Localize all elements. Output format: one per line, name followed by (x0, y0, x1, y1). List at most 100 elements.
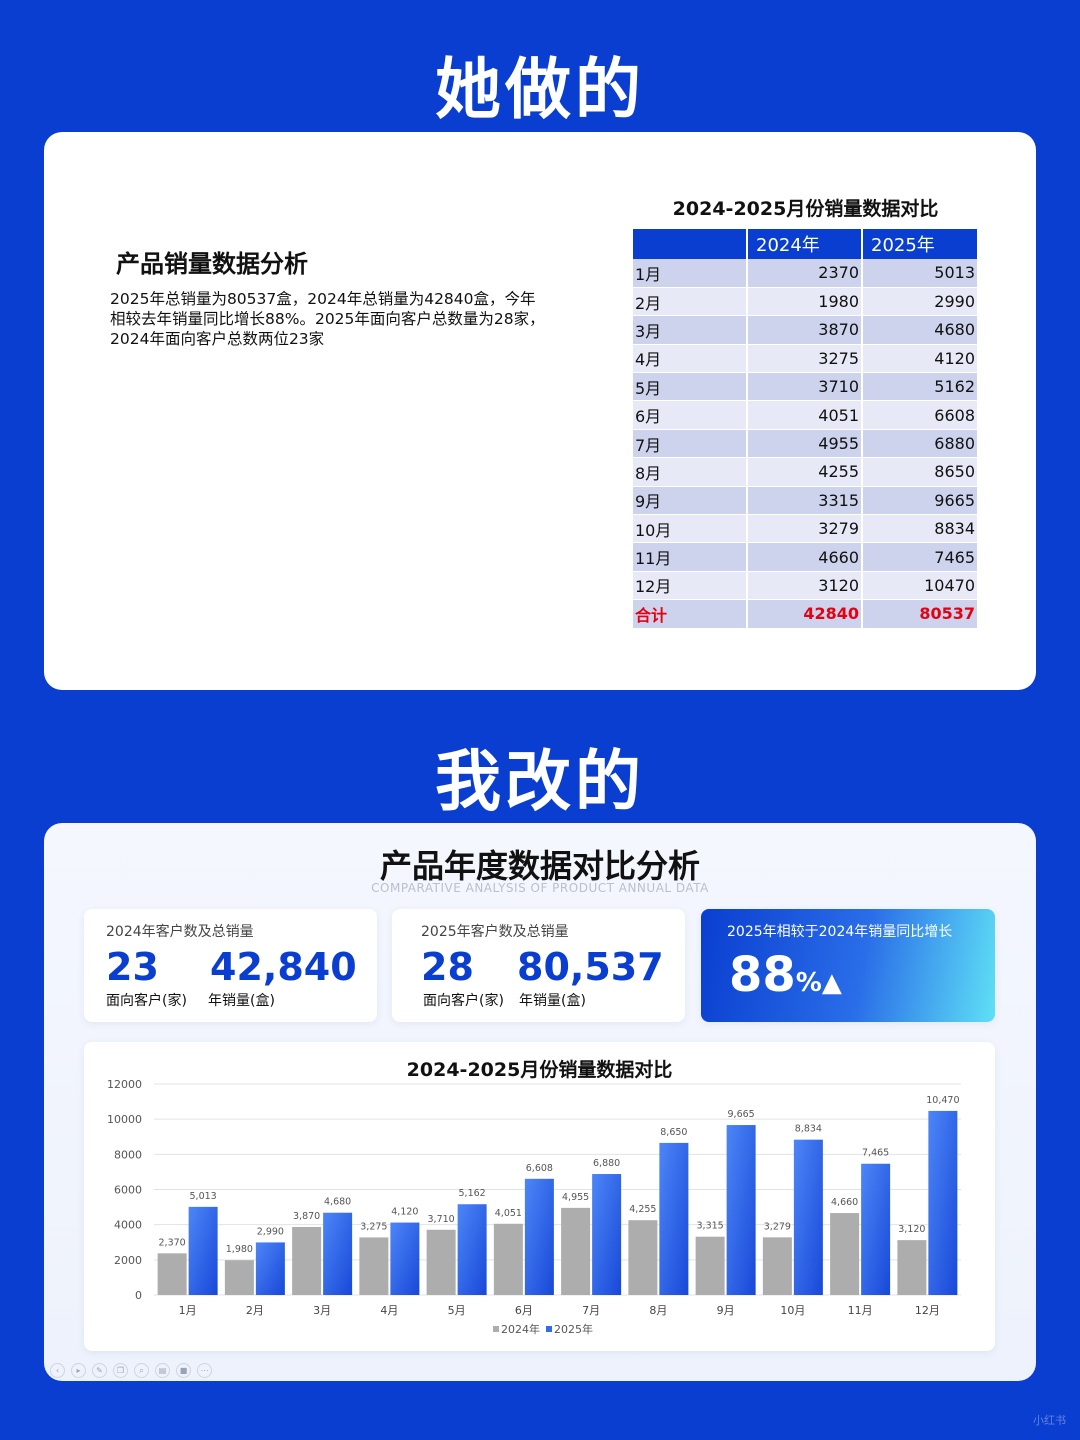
table-cell-2024: 3120 (747, 571, 863, 601)
x-tick-label: 5月 (448, 1304, 466, 1317)
table-cell-month: 10月 (633, 514, 748, 544)
table-cell-2024: 3870 (747, 315, 863, 345)
y-tick-label: 0 (135, 1289, 142, 1302)
more-icon[interactable]: ⋯ (197, 1363, 212, 1378)
zoom-icon[interactable]: ⌕ (134, 1363, 149, 1378)
kpi-label: 2025年客户数及总销量 (421, 924, 569, 940)
bar-2024 (493, 1223, 523, 1295)
bar-2024 (762, 1237, 792, 1295)
table-cell-2025: 8650 (862, 457, 977, 487)
table-cell-2024: 3315 (747, 486, 863, 516)
table-header-2024: 2024年 (747, 229, 863, 259)
legend-swatch (493, 1326, 499, 1332)
chart-panel: 2024-2025月份销量数据对比 0 2000 4000 6000 8000 10000 1… (84, 1042, 995, 1351)
bar-2025 (861, 1163, 891, 1295)
data-label: 8,650 (660, 1127, 687, 1138)
kpi-customers-unit: 面向客户(家) (106, 993, 187, 1009)
bar-2024 (224, 1260, 254, 1295)
bar-2025 (659, 1142, 689, 1295)
growth-value: 88%▲ (729, 947, 842, 1003)
bar-2025 (188, 1206, 218, 1295)
x-tick-label: 4月 (380, 1304, 398, 1317)
kpi-card-2024: 2024年客户数及总销量 23 面向客户(家) 42,840 年销量(盒) (84, 909, 377, 1022)
table-row: 8月 4255 8650 (633, 457, 977, 487)
y-tick-label: 12000 (107, 1078, 142, 1091)
x-tick-label: 8月 (649, 1304, 667, 1317)
watermark: 小红书 (1033, 1414, 1066, 1427)
table-row: 3月 3870 4680 (633, 315, 977, 345)
legend-label: 2025年 (554, 1322, 593, 1336)
bar-chart: 2024-2025月份销量数据对比 0 2000 4000 6000 8000 10000 1… (107, 1058, 961, 1336)
table-total-row: 合计 42840 80537 (633, 599, 977, 629)
data-label: 10,470 (926, 1095, 959, 1106)
table-cell-2025: 7465 (862, 542, 977, 572)
table-cell-month: 8月 (633, 457, 748, 487)
table-cell-2024: 4660 (747, 542, 863, 572)
table-cell-2025: 6608 (862, 400, 977, 430)
table-header-2025: 2025年 (862, 229, 977, 259)
table-cell-month: 5月 (633, 372, 748, 402)
table-cell-2025: 9665 (862, 486, 977, 516)
slides-icon[interactable]: ▤ (155, 1363, 170, 1378)
table-row: 12月 3120 10470 (633, 571, 977, 601)
kpi-card-growth: 2025年相较于2024年销量同比增长 88%▲ (701, 909, 995, 1022)
kpi-sales-value: 42,840 (210, 945, 357, 989)
bar-2025 (390, 1222, 420, 1295)
table-row: 5月 3710 5162 (633, 372, 977, 402)
table-cell-2025: 2990 (862, 287, 977, 317)
pen-icon[interactable]: ✎ (92, 1363, 107, 1378)
heading-after: 我改的 (435, 743, 645, 820)
table-cell-2025: 4680 (862, 315, 977, 345)
play-icon[interactable]: ▸ (71, 1363, 86, 1378)
bar-2025 (928, 1110, 958, 1295)
data-label: 5,162 (459, 1188, 486, 1199)
table-row: 7月 4955 6880 (633, 429, 977, 459)
data-label: 3,120 (898, 1224, 925, 1235)
table-cell-month: 11月 (633, 542, 748, 572)
bar-2025 (457, 1204, 487, 1295)
table-cell-2024: 4255 (747, 457, 863, 487)
table-cell-2024: 1980 (747, 287, 863, 317)
data-label: 6,608 (526, 1163, 553, 1174)
chart-title: 2024-2025月份销量数据对比 (407, 1058, 673, 1081)
data-label: 4,955 (562, 1192, 589, 1203)
slideshow-toolbar: ‹ ▸ ✎ ❐ ⌕ ▤ ■ ⋯ (50, 1363, 212, 1378)
table-cell-2025: 10470 (862, 571, 977, 601)
y-tick-label: 10000 (107, 1113, 142, 1126)
camera-icon[interactable]: ■ (176, 1363, 191, 1378)
bar-2024 (695, 1236, 725, 1295)
slide-description: 2025年总销量为80537盒，2024年总销量为42840盒，今年相较去年销量… (110, 290, 545, 348)
data-label: 6,880 (593, 1158, 620, 1169)
sales-table: 2024年 2025年 1月 2370 5013 2月 1980 2990 3月 3870 46… (633, 229, 977, 629)
table-cell-month: 12月 (633, 571, 748, 601)
data-label: 3,279 (764, 1221, 791, 1232)
copy-icon[interactable]: ❐ (113, 1363, 128, 1378)
data-label: 5,013 (190, 1191, 217, 1202)
data-label: 4,255 (629, 1204, 656, 1215)
bar-2025 (524, 1178, 554, 1295)
slide-title: 产品销量数据分析 (116, 250, 308, 278)
heading-before: 她做的 (435, 51, 645, 128)
bar-2024 (292, 1226, 322, 1295)
slide-title: 产品年度数据对比分析 (379, 847, 700, 885)
table-cell-2025: 6880 (862, 429, 977, 459)
legend-swatch (546, 1326, 552, 1332)
data-label: 4,120 (391, 1207, 418, 1218)
data-label: 4,680 (324, 1197, 351, 1208)
table-cell-month: 3月 (633, 315, 748, 345)
nav-back-icon[interactable]: ‹ (50, 1363, 65, 1378)
kpi-label: 2024年客户数及总销量 (106, 924, 254, 940)
table-row: 10月 3279 8834 (633, 514, 977, 544)
table-cell-2024: 42840 (747, 599, 863, 629)
table-cell-2025: 5013 (862, 259, 977, 288)
data-label: 9,665 (728, 1109, 755, 1120)
table-row: 4月 3275 4120 (633, 344, 977, 374)
table-row: 1月 2370 5013 (633, 259, 977, 288)
data-label: 3,710 (428, 1214, 455, 1225)
table-header-blank (633, 229, 748, 259)
bar-2025 (323, 1212, 353, 1295)
kpi-sales-value: 80,537 (517, 945, 664, 989)
slide-subtitle: COMPARATIVE ANALYSIS OF PRODUCT ANNUAL D… (371, 881, 709, 895)
data-label: 2,370 (159, 1237, 186, 1248)
table-cell-month: 合计 (633, 599, 748, 629)
